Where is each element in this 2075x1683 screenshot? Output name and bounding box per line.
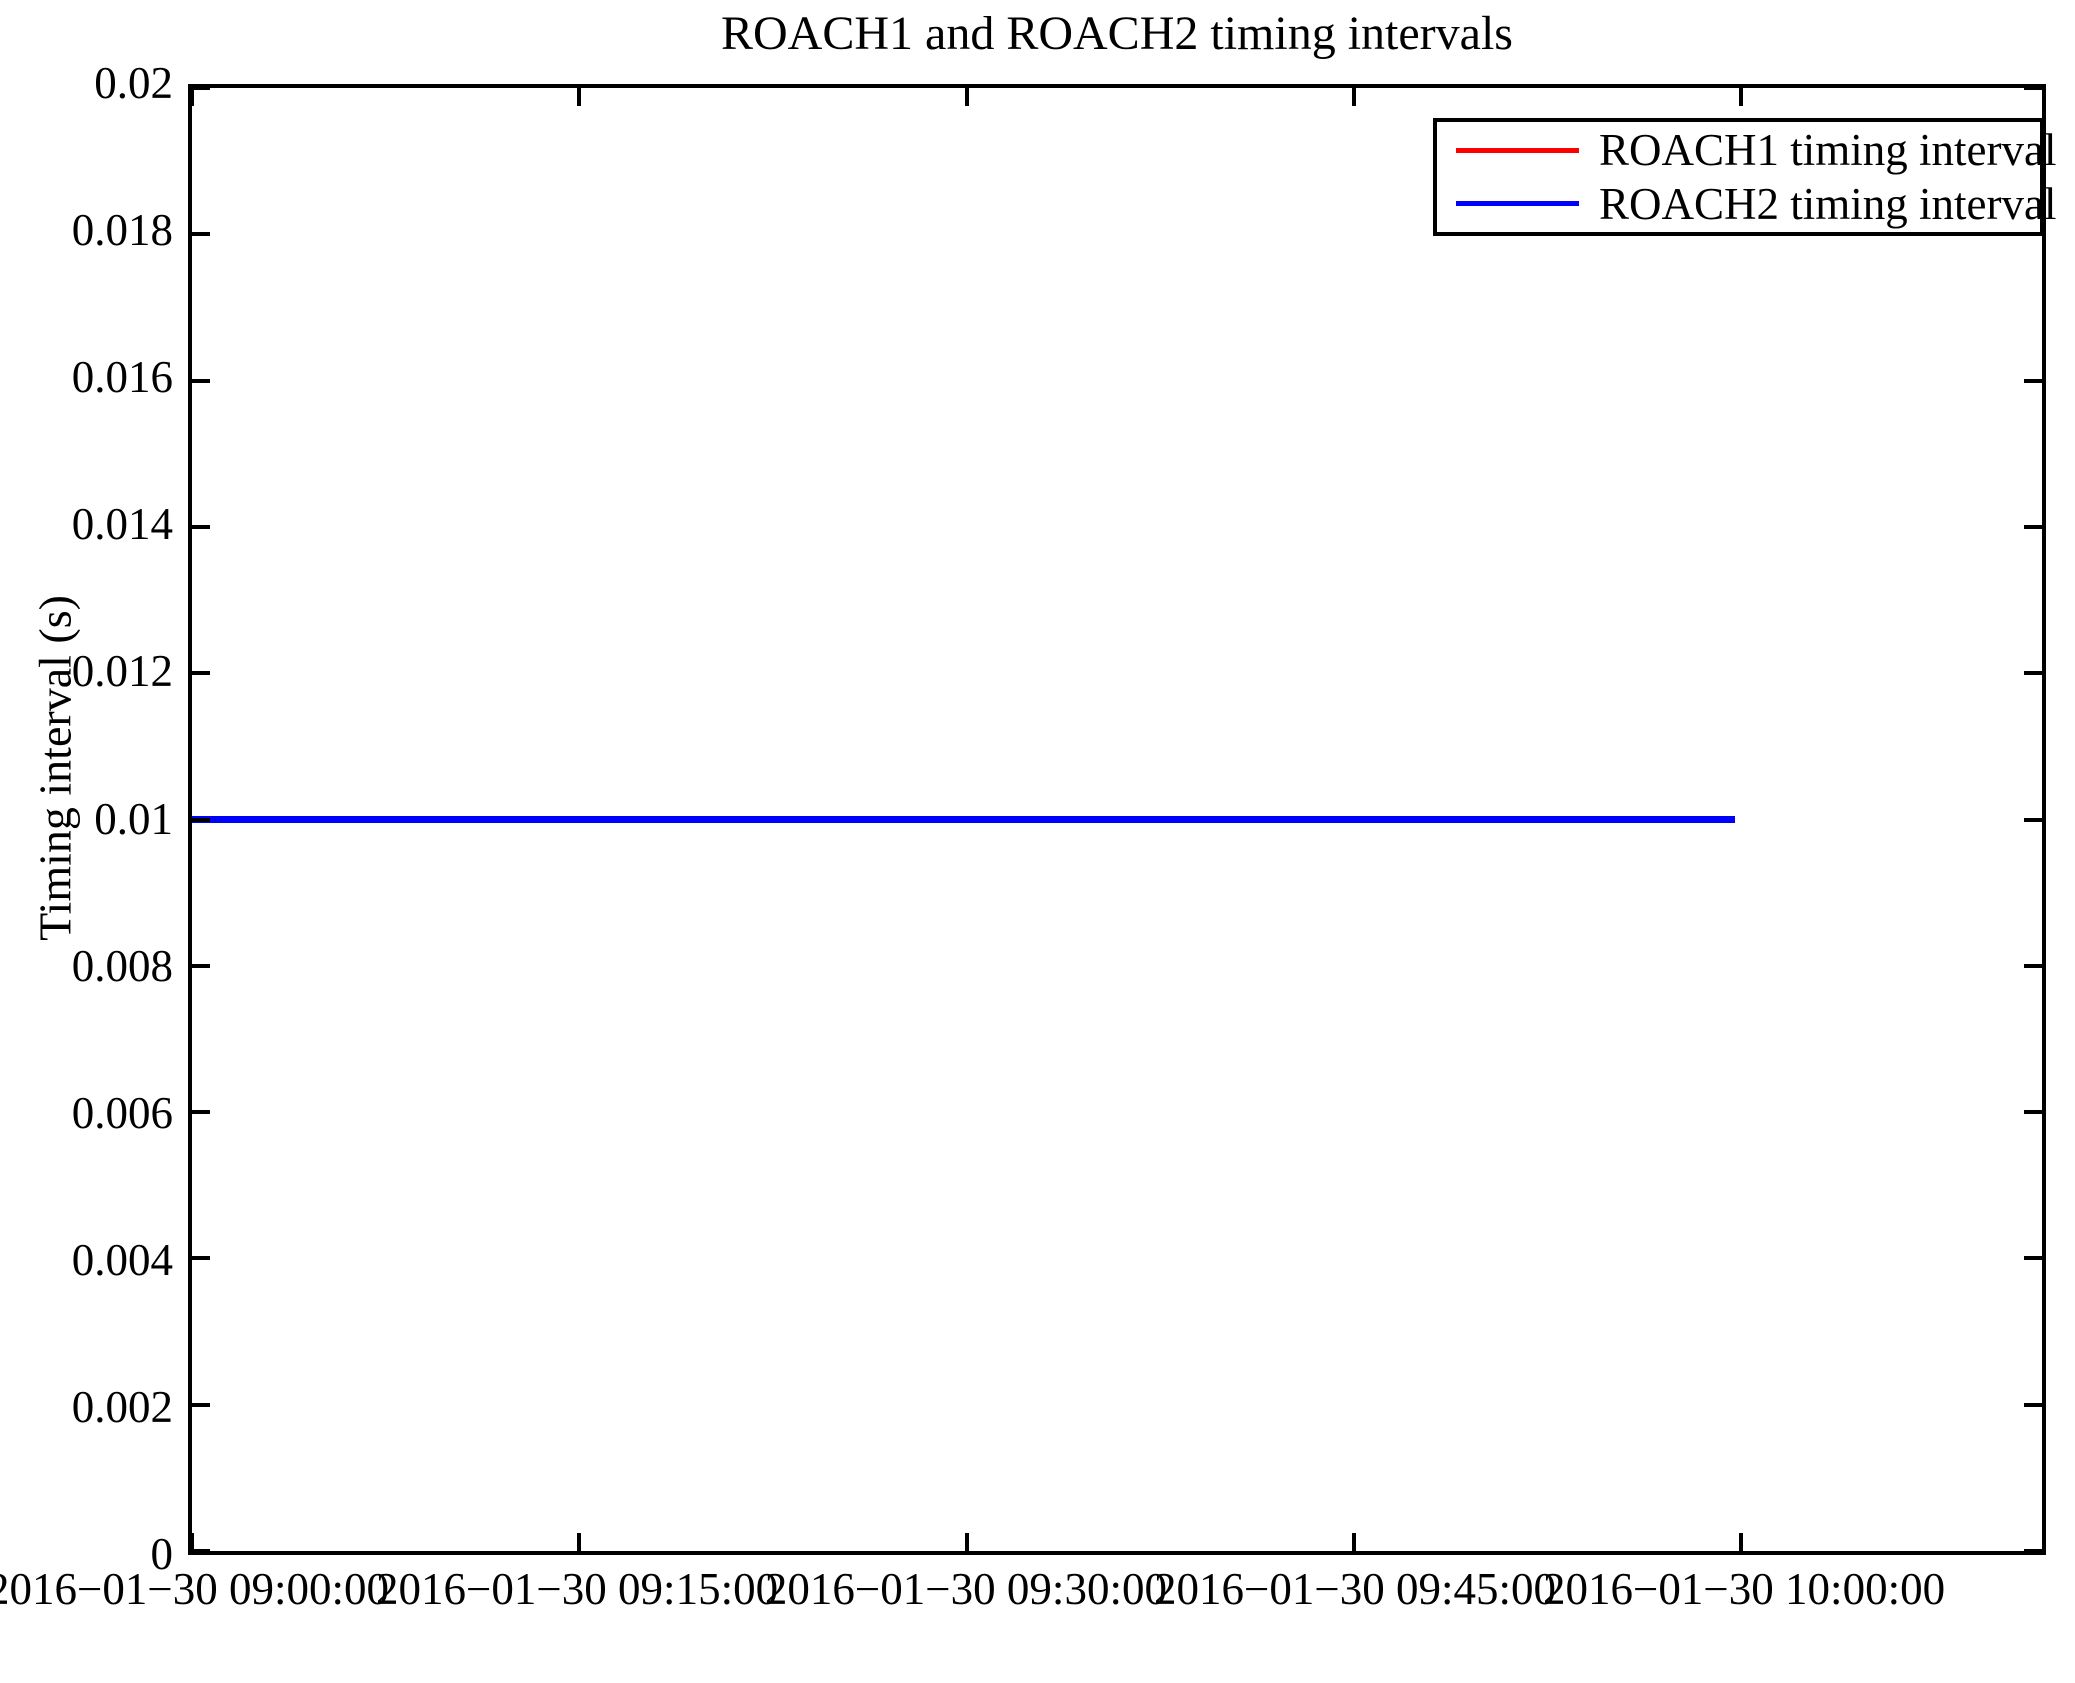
y-tick-right <box>2024 1549 2042 1553</box>
y-tick-label: 0.014 <box>71 499 173 550</box>
legend-line-sample <box>1456 201 1579 207</box>
y-tick-left <box>192 1549 210 1553</box>
x-tick-top <box>1739 88 1744 106</box>
x-tick-bottom <box>964 1533 969 1551</box>
plot-area: ROACH1 timing interval ROACH2 timing inte… <box>188 84 2056 1555</box>
x-tick-top <box>964 88 969 106</box>
y-tick-left <box>192 671 210 676</box>
y-tick-right <box>2024 1402 2042 1407</box>
y-tick-label: 0.004 <box>71 1234 173 1285</box>
legend: ROACH1 timing interval ROACH2 timing inte… <box>1433 118 2056 236</box>
x-tick-bottom <box>190 1533 194 1551</box>
y-tick-right <box>2024 86 2042 90</box>
y-tick-left <box>192 86 210 90</box>
legend-label: ROACH2 timing interval <box>1599 178 2057 229</box>
y-tick-label: 0.002 <box>71 1381 173 1432</box>
y-tick-label: 0.006 <box>71 1087 173 1138</box>
x-tick-label: 2016−01−30 09:30:00 <box>764 1564 1167 1614</box>
y-tick-labels: 0 0.002 0.004 0.006 0.008 0.01 0.012 0.014 0.016… <box>0 61 173 1577</box>
x-tick-labels: 2016−01−30 09:00:00 2016−01−30 09:15:00 20… <box>0 1564 2046 1627</box>
x-tick-bottom <box>1739 1533 1744 1551</box>
y-tick-left <box>192 1256 210 1261</box>
y-tick-right <box>2024 671 2042 676</box>
chart-title: ROACH1 and ROACH2 timing intervals <box>721 7 1513 60</box>
y-tick-left <box>192 1402 210 1407</box>
y-tick-right <box>2024 378 2042 383</box>
series-line-2 <box>192 815 1735 823</box>
y-tick-right <box>2024 1256 2042 1261</box>
y-tick-right <box>2024 232 2042 237</box>
y-tick-label: 0.016 <box>71 352 173 403</box>
x-tick-bottom <box>1351 1533 1356 1551</box>
y-tick-left <box>192 232 210 237</box>
x-tick-bottom <box>577 1533 582 1551</box>
x-tick-label: 2016−01−30 09:45:00 <box>1153 1564 1557 1614</box>
x-tick-top <box>190 88 194 106</box>
y-tick-right <box>2024 1110 2042 1115</box>
legend-label: ROACH1 timing interval <box>1599 125 2057 176</box>
y-tick-label: 0.02 <box>94 58 173 108</box>
legend-entry: ROACH1 timing interval <box>1437 125 2056 175</box>
y-tick-label: 0.018 <box>71 205 173 256</box>
legend-line-sample <box>1456 147 1579 153</box>
y-tick-right <box>2024 524 2042 529</box>
x-tick-label: 2016−01−30 10:00:00 <box>1543 1564 1946 1614</box>
y-tick-left <box>192 524 210 529</box>
x-tick-label: 2016−01−30 09:15:00 <box>376 1564 779 1614</box>
y-tick-right <box>2024 817 2042 822</box>
y-tick-left <box>192 817 210 822</box>
legend-entry: ROACH2 timing interval <box>1437 179 2056 229</box>
x-tick-top <box>577 88 582 106</box>
y-tick-label: 0.01 <box>94 793 173 844</box>
y-tick-left <box>192 1110 210 1115</box>
y-tick-left <box>192 963 210 968</box>
y-tick-right <box>2024 963 2042 968</box>
x-tick-label: 2016−01−30 09:00:00 <box>0 1564 390 1614</box>
y-tick-label: 0 <box>150 1529 174 1579</box>
y-tick-label: 0.008 <box>71 940 173 991</box>
x-tick-top <box>1351 88 1356 106</box>
y-tick-left <box>192 378 210 383</box>
y-tick-label: 0.012 <box>71 646 173 697</box>
